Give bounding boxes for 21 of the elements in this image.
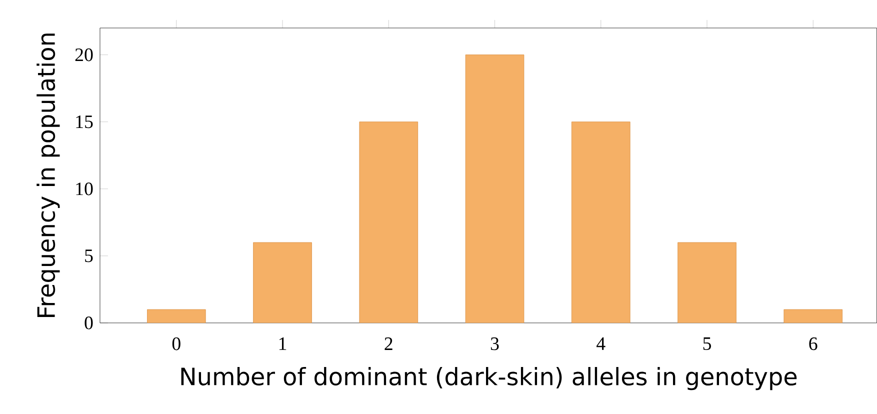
x-tick-label: 4 [596,337,606,350]
bar [465,54,524,323]
y-axis-title: Frequency in population [36,34,60,317]
x-tick-label: 3 [490,337,499,350]
bar [784,309,843,323]
x-tick-label: 0 [172,337,180,350]
x-tick-label: 6 [809,337,818,350]
y-tick-label: 10 [76,182,93,196]
x-tick-label: 5 [703,337,711,350]
bar [147,310,206,323]
y-tick-label: 20 [75,48,93,62]
bar [571,122,630,323]
x-tick-label: 1 [279,337,286,350]
bar [253,242,312,323]
bar [359,122,418,323]
x-axis-title: Number of dominant (dark-skin) alleles in genotype [181,367,797,390]
y-tick-label: 5 [85,250,93,262]
bar [678,242,736,323]
y-tick-label: 0 [84,316,93,330]
y-tick-label: 15 [76,116,93,128]
x-tick-label: 2 [384,337,392,350]
